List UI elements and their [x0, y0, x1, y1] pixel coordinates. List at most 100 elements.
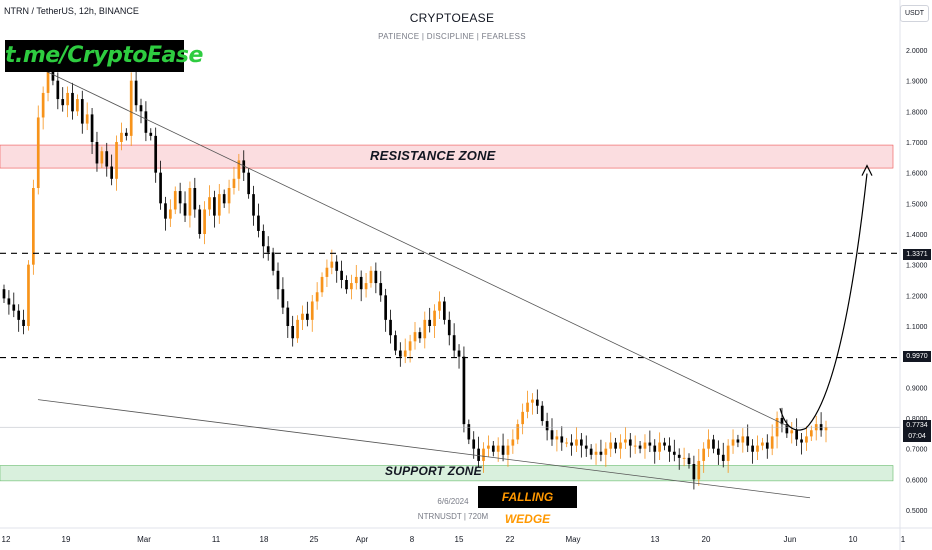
candle	[712, 434, 715, 454]
candle	[609, 432, 613, 457]
candle-body	[46, 71, 50, 93]
candle-body	[609, 442, 613, 449]
wedge-lower-trendline	[37, 399, 811, 499]
candle-countdown-badge: 07:04	[903, 431, 931, 442]
candle	[501, 433, 505, 462]
candle-body	[120, 132, 123, 142]
currency-unit-button[interactable]: USDT	[900, 5, 929, 22]
candle-body	[565, 442, 569, 444]
brand-watermark: t.me/CryptoEase	[5, 40, 203, 72]
candle-body	[129, 80, 133, 136]
candle	[726, 439, 730, 473]
candle-body	[452, 335, 456, 351]
candle	[271, 247, 275, 276]
candle	[247, 168, 250, 199]
candle	[227, 179, 231, 214]
support-zone-label: SUPPORT ZONE	[385, 464, 482, 478]
candle-body	[379, 283, 383, 296]
time-tick-label: 19	[62, 535, 71, 544]
candle	[27, 260, 30, 331]
candle-body	[389, 319, 392, 336]
zones-layer	[0, 144, 894, 482]
candle	[648, 430, 652, 453]
candle-body	[472, 439, 476, 449]
candle-body	[780, 418, 784, 425]
candle-body	[340, 270, 343, 280]
candle	[193, 177, 197, 218]
candle	[379, 271, 383, 302]
candle-body	[628, 439, 632, 446]
candle	[134, 68, 138, 112]
candle	[56, 72, 60, 110]
candle	[124, 128, 128, 141]
price-tick-label: 1.8000	[906, 109, 928, 116]
candle	[374, 262, 378, 294]
candle-body	[672, 451, 676, 455]
candle	[511, 429, 515, 454]
candle	[369, 266, 373, 288]
candle	[281, 277, 285, 315]
candle-body	[17, 310, 21, 320]
candle-body	[203, 209, 206, 234]
candle-body	[741, 436, 745, 443]
candle	[477, 436, 480, 468]
candle-body	[90, 114, 94, 142]
candle-body	[575, 439, 578, 446]
candle-body	[589, 448, 593, 455]
candle	[824, 420, 828, 443]
candle	[805, 426, 808, 451]
candle-body	[71, 92, 74, 112]
candle	[286, 301, 290, 338]
symbol-title[interactable]: NTRN / TetherUS, 12h, BINANCE	[4, 6, 139, 16]
candle	[658, 432, 661, 461]
price-tick-label: 1.5000	[906, 201, 928, 208]
candle	[589, 444, 593, 460]
candle-body	[809, 430, 813, 437]
candle-body	[56, 80, 60, 100]
time-tick-label: 10	[849, 535, 858, 544]
candle-body	[756, 445, 759, 452]
candle	[668, 437, 671, 462]
candle-body	[477, 448, 480, 461]
candle	[594, 443, 598, 465]
candle-body	[154, 135, 158, 173]
candle	[428, 307, 432, 333]
candle-body	[800, 439, 803, 443]
candle-body	[320, 276, 324, 293]
price-tick-label: 0.5000	[906, 508, 928, 515]
candle	[350, 274, 353, 300]
price-tick-label: 0.7000	[906, 447, 928, 454]
candle-body	[36, 117, 40, 188]
candle	[178, 182, 182, 214]
candle-body	[261, 230, 265, 247]
candle-body	[32, 188, 35, 265]
candle-body	[22, 319, 25, 326]
candle-body	[697, 460, 701, 480]
candle	[66, 86, 69, 118]
candle	[301, 305, 304, 330]
candle-body	[467, 424, 471, 440]
candle-body	[506, 445, 510, 455]
candle-body	[521, 411, 524, 425]
candle-body	[315, 292, 319, 302]
candle	[599, 439, 603, 462]
candle-body	[443, 301, 446, 320]
candle-body	[398, 350, 402, 357]
candle	[403, 338, 407, 364]
candle-body	[354, 276, 358, 284]
candle	[17, 304, 21, 332]
candle-body	[169, 209, 172, 219]
candle-body	[173, 191, 177, 210]
candle	[751, 439, 754, 464]
candle-body	[61, 99, 65, 106]
candle	[643, 434, 647, 459]
candle	[154, 127, 158, 183]
candle	[413, 322, 417, 350]
candle	[276, 262, 280, 300]
candle-body	[736, 439, 740, 443]
candle	[580, 433, 583, 458]
candle-body	[501, 445, 505, 455]
candle	[447, 311, 451, 346]
candle	[697, 448, 701, 486]
